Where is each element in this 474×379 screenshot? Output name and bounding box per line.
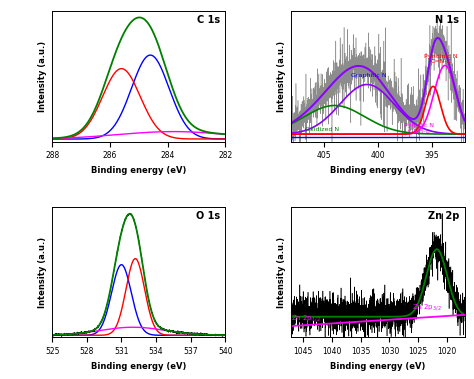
- Text: Pyrrolic N
C-NH-C: Pyrrolic N C-NH-C: [404, 123, 434, 134]
- Text: Oxidized N: Oxidized N: [304, 127, 338, 132]
- Text: C 1s: C 1s: [197, 15, 220, 25]
- Y-axis label: Intensity (a.u.): Intensity (a.u.): [37, 41, 46, 112]
- Text: Zn 2p$_{3/2}$: Zn 2p$_{3/2}$: [412, 302, 442, 313]
- X-axis label: Binding energy (eV): Binding energy (eV): [91, 362, 186, 371]
- X-axis label: Binding energy (eV): Binding energy (eV): [91, 166, 186, 175]
- Text: Graphitic N: Graphitic N: [351, 73, 387, 78]
- Text: Zn 2p: Zn 2p: [428, 211, 459, 221]
- Y-axis label: Intensity (a.u.): Intensity (a.u.): [277, 236, 286, 308]
- X-axis label: Binding energy (eV): Binding energy (eV): [330, 362, 426, 371]
- Y-axis label: Intensity (a.u.): Intensity (a.u.): [37, 236, 46, 308]
- Text: Pyridinic N
C=N-C: Pyridinic N C=N-C: [424, 54, 457, 64]
- Y-axis label: Intensity (a.u.): Intensity (a.u.): [277, 41, 286, 112]
- X-axis label: Binding energy (eV): Binding energy (eV): [330, 166, 426, 175]
- Text: O 1s: O 1s: [196, 211, 220, 221]
- Text: Zn 2p$_{1/2}$: Zn 2p$_{1/2}$: [291, 314, 320, 324]
- Text: N 1s: N 1s: [435, 15, 459, 25]
